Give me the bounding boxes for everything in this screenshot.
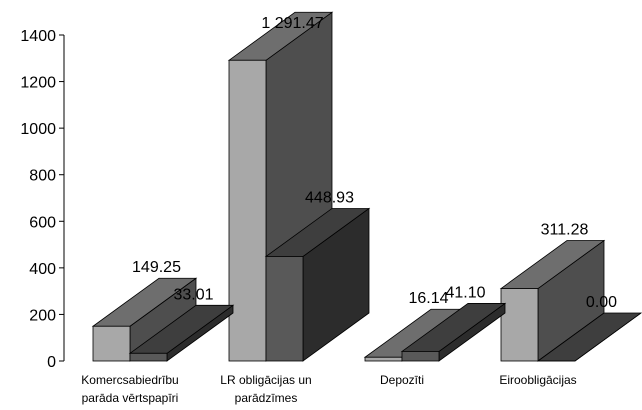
bar-front-face [93,326,130,361]
x-tick-label: Eiroobligācijas [499,373,576,387]
y-tick-label: 600 [29,214,56,231]
bar-front-face [266,256,303,361]
y-tick-label: 1000 [20,121,56,138]
bar-front-face [501,289,538,361]
x-axis-labels: Komercsabiedrību parāda vērtspapīri LR obl… [81,373,576,405]
y-tick-label: 200 [29,307,56,324]
data-label: 33.01 [173,286,213,303]
data-label: 41.10 [445,284,485,301]
data-label: 1 291.47 [261,15,323,32]
data-label: 149.25 [132,259,181,276]
x-tick-label: parāda vērtspapīri [82,391,179,405]
data-label: 448.93 [305,189,354,206]
data-label: 16.14 [408,290,448,307]
x-tick-label: LR obligācijas un [220,373,311,387]
y-tick-label: 400 [29,261,56,278]
y-tick-label: 1200 [20,75,56,92]
x-tick-label: parādzīmes [235,391,298,405]
bar-front-face [402,351,439,361]
y-tick-label: 1400 [20,28,56,45]
data-label: 0.00 [586,294,617,311]
x-tick-label: Komercsabiedrību [81,373,178,387]
bars [93,12,641,361]
x-tick-label: Depozīti [380,373,424,387]
y-axis: 0 200 400 600 800 1000 1200 1400 [20,28,64,371]
y-tick-label: 800 [29,168,56,185]
bar-front-face [130,353,167,361]
bar-front-face [365,357,402,361]
bar-front-face [229,60,266,361]
y-tick-label: 0 [47,354,56,371]
data-label: 311.28 [541,222,589,239]
